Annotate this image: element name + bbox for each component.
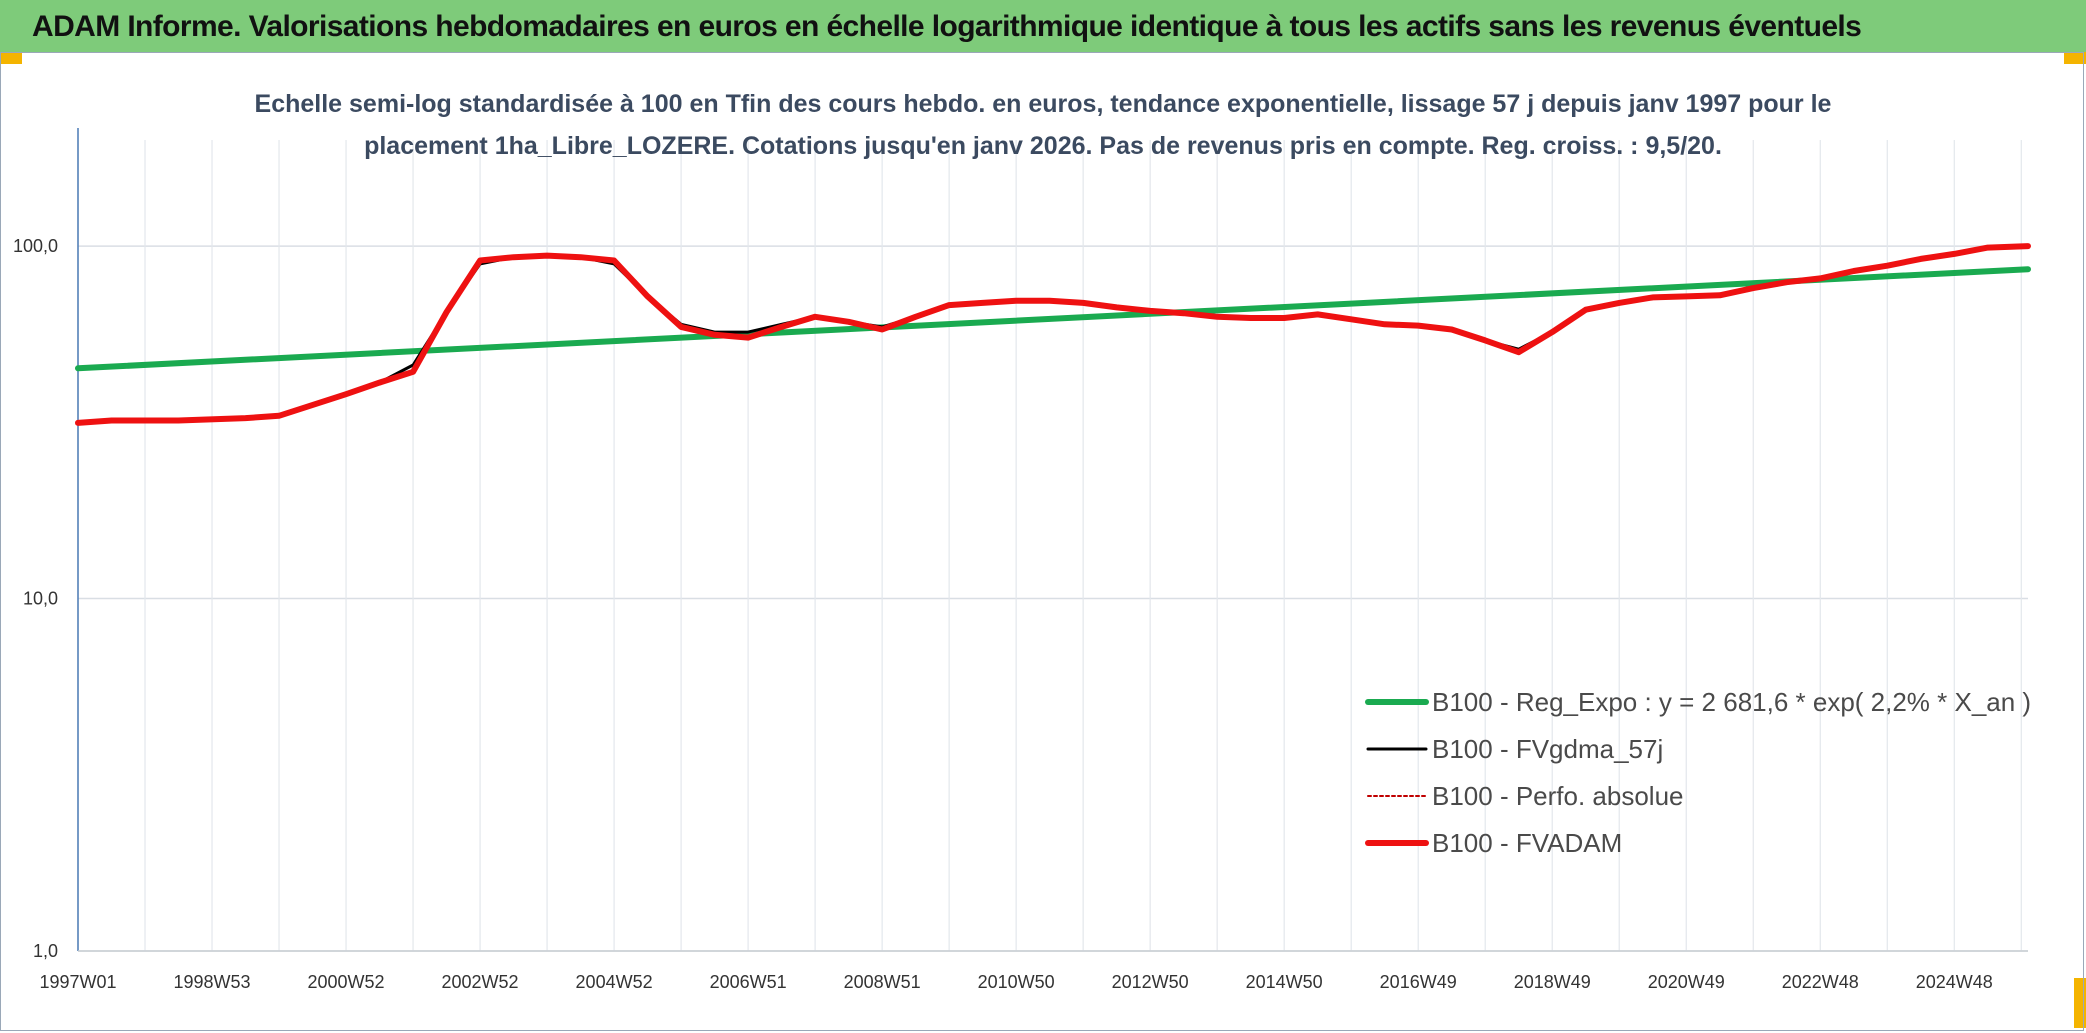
legend-label: B100 - Perfo. absolue xyxy=(1432,781,1684,811)
legend-label: B100 - Reg_Expo : y = 2 681,6 * exp( 2,2… xyxy=(1432,687,2031,717)
corner-marker-left xyxy=(0,52,22,64)
banner-title: ADAM Informe. Valorisations hebdomadaire… xyxy=(32,10,1862,43)
y-tick-label: 100,0 xyxy=(13,236,58,256)
x-tick-label: 2020W49 xyxy=(1648,972,1725,992)
chart-title-line: placement 1ha_Libre_LOZERE. Cotations ju… xyxy=(364,132,1722,160)
x-tick-label: 2002W52 xyxy=(442,972,519,992)
x-tick-label: 2000W52 xyxy=(308,972,385,992)
chart-frame xyxy=(0,52,2084,1031)
series-line-1 xyxy=(76,244,2030,425)
x-tick-label: 2008W51 xyxy=(844,972,921,992)
x-tick-label: 2022W48 xyxy=(1782,972,1859,992)
x-tick-label: 1998W53 xyxy=(173,972,250,992)
corner-marker-right xyxy=(2064,52,2086,64)
series-layer xyxy=(75,243,2031,426)
y-tick-label: 1,0 xyxy=(33,941,58,961)
banner: ADAM Informe. Valorisations hebdomadaire… xyxy=(0,0,2086,53)
x-tick-label: 2012W50 xyxy=(1112,972,1189,992)
x-tick-label: 2010W50 xyxy=(978,972,1055,992)
series-line-2 xyxy=(77,245,2029,424)
axes: 1,0 10,0 100,0 1997W01 1998W53 2000W52 2002W52… xyxy=(13,128,2028,992)
y-tick-label: 10,0 xyxy=(23,589,58,609)
series-line-0 xyxy=(75,266,2031,372)
chart-title: Echelle semi-log standardisée à 100 en T… xyxy=(255,90,1832,160)
x-tick-label: 2018W49 xyxy=(1514,972,1591,992)
x-tick-label: 2024W48 xyxy=(1916,972,1993,992)
chart-title-line: Echelle semi-log standardisée à 100 en T… xyxy=(255,90,1832,118)
x-tick-label: 2004W52 xyxy=(576,972,653,992)
grid-lines xyxy=(77,140,2028,952)
x-tick-label: 2006W51 xyxy=(710,972,787,992)
legend: B100 - Reg_Expo : y = 2 681,6 * exp( 2,2… xyxy=(1365,687,2031,858)
series-line-3 xyxy=(75,243,2031,426)
x-tick-label: 2016W49 xyxy=(1380,972,1457,992)
legend-label: B100 - FVADAM xyxy=(1432,828,1622,858)
x-tick-label: 1997W01 xyxy=(39,972,116,992)
x-tick-label: 2014W50 xyxy=(1246,972,1323,992)
legend-label: B100 - FVgdma_57j xyxy=(1432,734,1663,764)
